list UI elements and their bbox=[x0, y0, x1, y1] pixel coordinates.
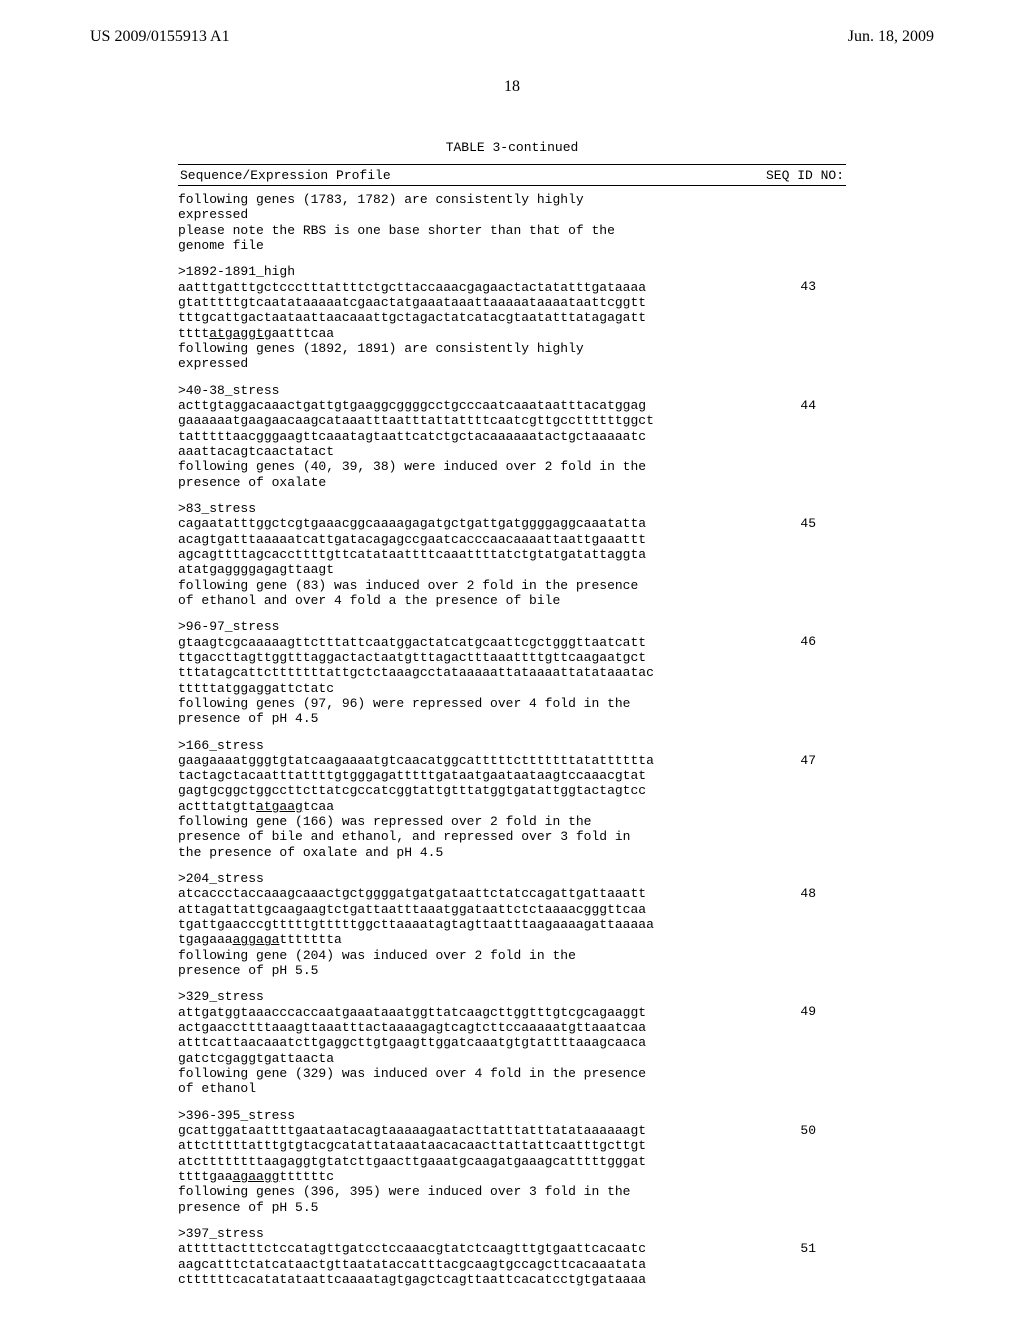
seq-id-number: 49 bbox=[800, 1004, 816, 1019]
header-date: Jun. 18, 2009 bbox=[848, 28, 934, 46]
sequence-text: >40-38_stress acttgtaggacaaactgattgtgaag… bbox=[178, 383, 846, 490]
table: Sequence/Expression Profile SEQ ID NO: f… bbox=[178, 164, 846, 1287]
rbs-underline: agaagg bbox=[233, 1169, 280, 1184]
sequence-entry: >329_stress attgatggtaaacccaccaatgaaataa… bbox=[178, 989, 846, 1096]
seq-id-number: 47 bbox=[800, 753, 816, 768]
page-number: 18 bbox=[0, 78, 1024, 96]
seq-id-number: 51 bbox=[800, 1241, 816, 1256]
sequence-entry: >396-395_stress gcattggataattttgaataatac… bbox=[178, 1108, 846, 1215]
sequence-entry: >204_stress atcaccctaccaaagcaaactgctgggg… bbox=[178, 871, 846, 978]
page: US 2009/0155913 A1 Jun. 18, 2009 18 TABL… bbox=[0, 0, 1024, 1320]
sequence-entry: >83_stress cagaatatttggctcgtgaaacggcaaaa… bbox=[178, 501, 846, 608]
sequence-text: >329_stress attgatggtaaacccaccaatgaaataa… bbox=[178, 989, 846, 1096]
table-col-left: Sequence/Expression Profile bbox=[180, 168, 391, 183]
sequence-text: >1892-1891_high aatttgatttgctccctttatttt… bbox=[178, 264, 846, 371]
sequence-text: >396-395_stress gcattggataattttgaataatac… bbox=[178, 1108, 846, 1215]
sequence-entry: >166_stress gaagaaaatgggtgtatcaagaaaatgt… bbox=[178, 738, 846, 861]
table-rule-mid bbox=[178, 185, 846, 186]
sequence-text: >96-97_stress gtaagtcgcaaaaagttctttattca… bbox=[178, 619, 846, 726]
rbs-underline: aggaga bbox=[233, 932, 280, 947]
sequence-entry: >1892-1891_high aatttgatttgctccctttatttt… bbox=[178, 264, 846, 371]
seq-id-number: 44 bbox=[800, 398, 816, 413]
seq-id-number: 48 bbox=[800, 886, 816, 901]
rbs-underline: atgaggtg bbox=[209, 326, 271, 341]
sequence-entry: >96-97_stress gtaagtcgcaaaaagttctttattca… bbox=[178, 619, 846, 726]
sequence-text: >397_stress atttttactttctccatagttgatcctc… bbox=[178, 1226, 846, 1287]
table-col-right: SEQ ID NO: bbox=[766, 168, 844, 183]
sequence-text: >83_stress cagaatatttggctcgtgaaacggcaaaa… bbox=[178, 501, 846, 608]
sequence-text: >204_stress atcaccctaccaaagcaaactgctgggg… bbox=[178, 871, 846, 978]
seq-id-number: 45 bbox=[800, 516, 816, 531]
rbs-underline: atgaag bbox=[256, 799, 303, 814]
header-publication-number: US 2009/0155913 A1 bbox=[90, 28, 230, 46]
sequence-entry: >397_stress atttttactttctccatagttgatcctc… bbox=[178, 1226, 846, 1287]
seq-id-number: 46 bbox=[800, 634, 816, 649]
seq-id-number: 50 bbox=[800, 1123, 816, 1138]
sequence-text: >166_stress gaagaaaatgggtgtatcaagaaaatgt… bbox=[178, 738, 846, 861]
table-caption: TABLE 3-continued bbox=[0, 140, 1024, 155]
table-header-row: Sequence/Expression Profile SEQ ID NO: bbox=[178, 165, 846, 185]
seq-id-number: 43 bbox=[800, 279, 816, 294]
sequence-entries: >1892-1891_high aatttgatttgctccctttatttt… bbox=[178, 264, 846, 1287]
sequence-entry: >40-38_stress acttgtaggacaaactgattgtgaag… bbox=[178, 383, 846, 490]
continuation-block: following genes (1783, 1782) are consist… bbox=[178, 192, 846, 253]
